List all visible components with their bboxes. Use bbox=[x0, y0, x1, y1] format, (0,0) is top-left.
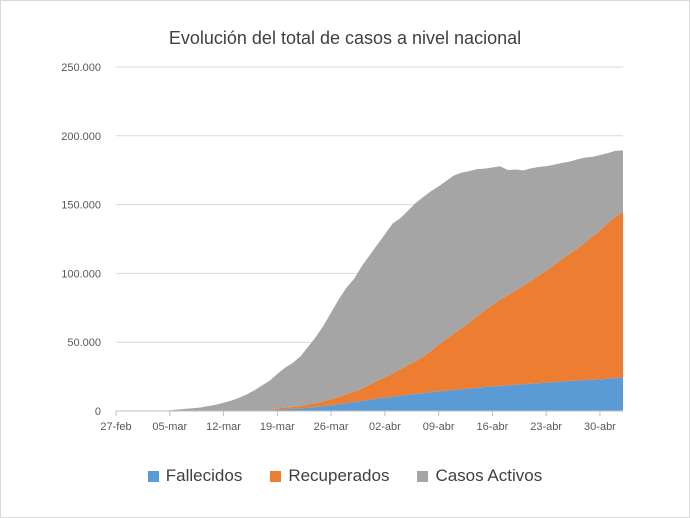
y-tick-label: 100.000 bbox=[61, 268, 101, 280]
y-tick-label: 0 bbox=[95, 406, 101, 418]
y-tick-label: 250.000 bbox=[61, 62, 101, 74]
y-tick-label: 200.000 bbox=[61, 131, 101, 143]
x-tick-label: 19-mar bbox=[260, 421, 295, 433]
legend-swatch bbox=[147, 470, 159, 482]
x-tick-label: 02-abr bbox=[369, 421, 401, 433]
x-axis bbox=[115, 410, 623, 416]
area-casos-activos bbox=[116, 150, 623, 411]
y-tick-label: 150.000 bbox=[61, 200, 101, 212]
x-tick-label: 05-mar bbox=[152, 421, 187, 433]
legend-item-fallecidos: Fallecidos bbox=[147, 466, 243, 486]
x-tick-label: 23-abr bbox=[530, 421, 562, 433]
legend-item-casos-activos: Casos Activos bbox=[417, 466, 542, 486]
legend-label: Casos Activos bbox=[435, 466, 543, 485]
legend-item-recuperados: Recuperados bbox=[270, 466, 389, 486]
x-tick-label: 12-mar bbox=[206, 421, 241, 433]
legend: Fallecidos Recuperados Casos Activos bbox=[0, 466, 690, 486]
x-tick-label: 30-abr bbox=[584, 421, 616, 433]
x-tick-label: 09-abr bbox=[423, 421, 455, 433]
stacked-areas bbox=[116, 150, 623, 411]
area-recuperados bbox=[116, 212, 623, 411]
x-tick-label: 16-abr bbox=[477, 421, 509, 433]
area-fallecidos bbox=[116, 377, 623, 411]
legend-swatch bbox=[417, 470, 429, 482]
legend-label: Recuperados bbox=[288, 466, 390, 485]
x-axis-tick-labels: 27-feb 05-mar 12-mar 19-mar 26-mar 02-abr 09-a… bbox=[100, 421, 616, 433]
y-tick-label: 50.000 bbox=[67, 337, 101, 349]
legend-label: Fallecidos bbox=[165, 466, 243, 485]
legend-swatch bbox=[270, 470, 282, 482]
x-tick-label: 26-mar bbox=[314, 421, 349, 433]
x-tick-label: 27-feb bbox=[100, 421, 131, 433]
chart-title: Evolución del total de casos a nivel nac… bbox=[168, 28, 522, 48]
y-axis-tick-labels: 0 50.000 100.000 150.000 200.000 250.000 bbox=[61, 62, 101, 418]
